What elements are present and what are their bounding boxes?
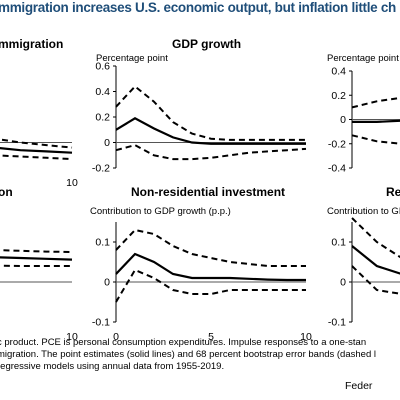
panel-title: GDP growth (172, 37, 241, 51)
y-tick-label: -0.2 (92, 163, 110, 175)
y-tick-label: 0 (104, 137, 110, 149)
y-tick-label: 0.1 (95, 237, 110, 249)
upper-error-band-line (351, 217, 400, 259)
y-tick-label: -0.1 (92, 317, 110, 329)
lower-error-band-line (351, 134, 400, 145)
y-tick-label: 0.6 (95, 61, 110, 73)
y-axis-label: Contribution to GDP growth (p.p.) (90, 206, 231, 217)
x-tick-label: 10 (66, 177, 78, 189)
point-estimate-line (115, 252, 306, 282)
y-axis-label: Contribution to GD (327, 206, 400, 217)
y-axis-label: Percentage point (327, 53, 399, 64)
y-tick-label: 0.2 (331, 90, 346, 102)
footnote-line: regressive models using annual data from… (0, 361, 225, 372)
upper-error-band-line (115, 228, 306, 267)
point-estimate-line (351, 245, 400, 275)
upper-error-band-line (115, 85, 306, 141)
y-tick-label: -0.1 (328, 317, 346, 329)
y-tick-label: -0.2 (328, 138, 346, 150)
y-tick-label: 0.4 (331, 66, 346, 78)
lower-error-band-line (0, 154, 73, 161)
page-title: mmigration increases U.S. economic outpu… (0, 0, 396, 15)
y-axis-label: Percentage point (96, 53, 168, 64)
point-estimate-line (0, 147, 73, 154)
y-tick-label: 0 (340, 277, 346, 289)
footnote-line: migration. The point estimates (solid li… (0, 349, 376, 360)
y-tick-label: 0.2 (95, 112, 110, 124)
point-estimate-line (352, 119, 400, 123)
y-tick-label: 0.1 (331, 237, 346, 249)
lower-error-band-line (0, 264, 72, 267)
panel-title: mmigration (0, 37, 63, 51)
y-tick-label: 0.4 (95, 86, 110, 98)
x-tick-label: 10 (66, 331, 78, 343)
panel-title: Non-residential investment (131, 185, 285, 199)
upper-error-band-line (0, 249, 73, 253)
x-tick-label: 5 (208, 331, 214, 343)
y-tick-label: -0.4 (328, 163, 346, 175)
y-tick-label: 0 (104, 277, 110, 289)
point-estimate-line (115, 117, 306, 145)
panel-title: Re (386, 185, 400, 199)
lower-error-band-line (351, 265, 400, 295)
source-label: Feder (345, 380, 373, 392)
upper-error-band-line (351, 96, 400, 109)
lower-error-band-line (115, 268, 306, 303)
point-estimate-line (0, 256, 73, 261)
panel-title: on (0, 185, 13, 199)
x-tick-label: 10 (300, 331, 312, 343)
footnote: c product. PCE is personal consumption e… (0, 337, 376, 373)
footnote-line: c product. PCE is personal consumption e… (0, 337, 367, 348)
x-tick-label: 0 (113, 331, 119, 343)
y-tick-label: 0 (340, 114, 346, 126)
lower-error-band-line (115, 144, 307, 161)
